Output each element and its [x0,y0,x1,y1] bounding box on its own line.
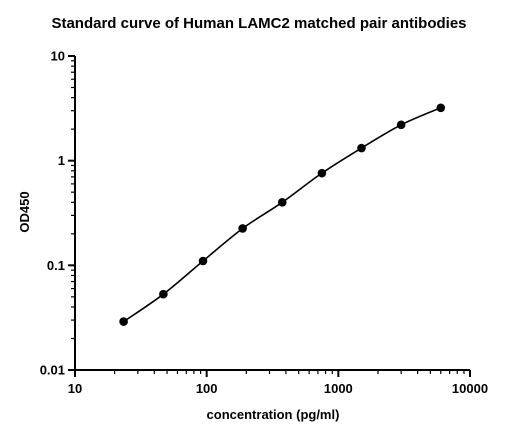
y-tick-label: 0.1 [47,258,65,273]
x-tick-label: 10 [68,381,82,396]
data-point [357,143,366,153]
chart-title: Standard curve of Human LAMC2 matched pa… [51,15,466,32]
x-axis-label: concentration (pg/ml) [207,407,340,422]
x-tick-label: 10000 [452,381,488,396]
y-tick-label: 1 [58,153,65,168]
data-point [317,168,327,178]
y-ticks: 0.01 0.1 1 10 [40,49,75,378]
x-ticks: 10 100 1000 10000 [68,370,488,396]
x-tick-label: 1000 [324,381,353,396]
fit-curve [123,107,442,323]
data-points [119,103,446,326]
data-point [238,224,247,233]
x-tick-label: 100 [196,381,218,396]
data-point [119,317,128,326]
y-tick-label: 0.01 [40,363,65,378]
data-point [396,120,406,130]
data-point [198,256,208,266]
y-tick-label: 10 [51,49,65,64]
y-axis-label: OD450 [17,191,32,232]
data-point [277,198,287,207]
axes [74,56,470,371]
data-point [436,103,446,113]
data-point [159,289,168,299]
